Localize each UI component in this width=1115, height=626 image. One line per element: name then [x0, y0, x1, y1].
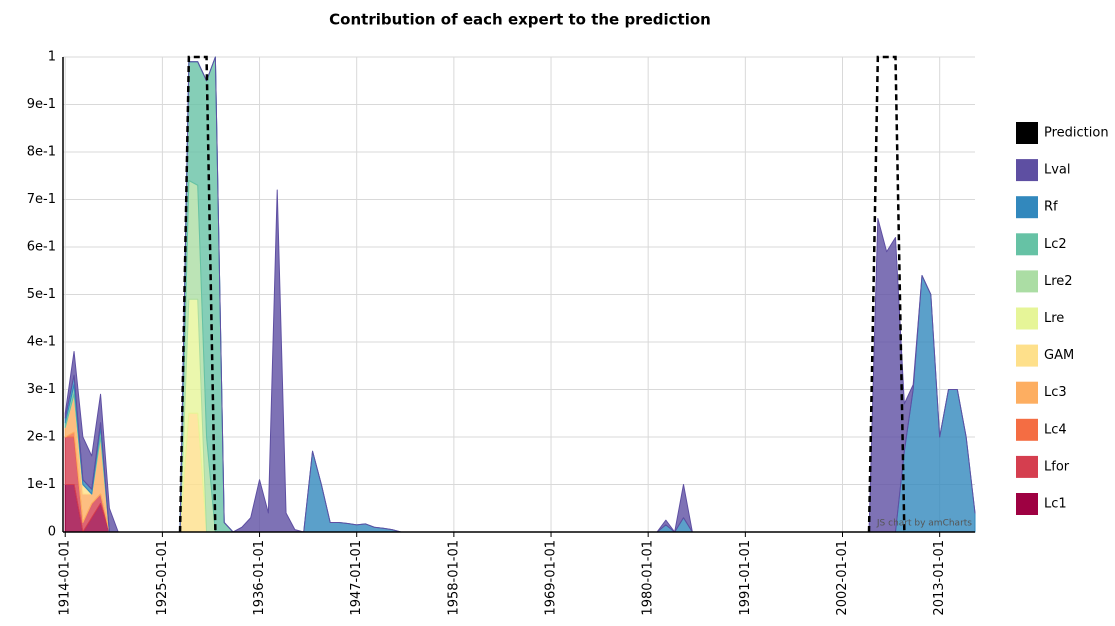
- legend-swatch: [1016, 418, 1038, 441]
- prediction-line: [867, 55, 906, 533]
- legend-swatch: [1016, 233, 1038, 256]
- chart-title: Contribution of each expert to the predi…: [329, 11, 711, 29]
- legend-swatch: [1016, 270, 1038, 293]
- y-tick-label: 9e-1: [27, 97, 56, 112]
- x-tick-label: 1969-01-01: [544, 540, 559, 616]
- legend-label: GAM: [1044, 348, 1074, 363]
- x-tick-label: 1947-01-01: [349, 540, 364, 616]
- y-tick-label: 1e-1: [27, 477, 56, 492]
- x-tick-label: 1925-01-01: [155, 540, 170, 616]
- legend-label: Lval: [1044, 163, 1071, 178]
- legend-swatch: [1016, 344, 1038, 367]
- legend-label: Lc2: [1044, 237, 1067, 252]
- x-tick-label: 1980-01-01: [641, 540, 656, 616]
- legend-swatch: [1016, 381, 1038, 404]
- y-tick-label: 3e-1: [27, 382, 56, 397]
- x-tick-label: 2013-01-01: [932, 540, 947, 616]
- y-tick-label: 0: [48, 525, 56, 540]
- x-tick-label: 2002-01-01: [835, 540, 850, 616]
- legend-swatch: [1016, 307, 1038, 330]
- legend-label: Lc3: [1044, 385, 1067, 400]
- x-tick-label: 1958-01-01: [446, 540, 461, 616]
- legend-swatch: [1016, 455, 1038, 478]
- x-tick-label: 1914-01-01: [58, 540, 73, 616]
- y-tick-label: 5e-1: [27, 287, 56, 302]
- legend-label: Lre: [1044, 311, 1064, 326]
- legend-label: Prediction: [1044, 126, 1109, 141]
- y-tick-label: 7e-1: [27, 192, 56, 207]
- legend-swatch: [1016, 122, 1038, 144]
- credit: JS chart by amCharts: [876, 519, 972, 529]
- x-tick-label: 1991-01-01: [738, 540, 753, 616]
- y-tick-label: 1: [48, 50, 56, 65]
- y-tick-label: 6e-1: [27, 240, 56, 255]
- legend-label: Lfor: [1044, 459, 1070, 474]
- legend-label: Lre2: [1044, 274, 1073, 289]
- y-tick-label: 4e-1: [27, 335, 56, 350]
- prediction-line: [178, 55, 217, 533]
- y-tick-label: 8e-1: [27, 145, 56, 160]
- legend-swatch: [1016, 159, 1038, 182]
- legend-swatch: [1016, 196, 1038, 219]
- legend-label: Rf: [1044, 200, 1058, 215]
- y-tick-label: 2e-1: [27, 430, 56, 445]
- legend-label: Lc4: [1044, 422, 1067, 437]
- legend-swatch: [1016, 493, 1038, 515]
- legend-label: Lc1: [1044, 497, 1067, 512]
- x-tick-label: 1936-01-01: [252, 540, 267, 616]
